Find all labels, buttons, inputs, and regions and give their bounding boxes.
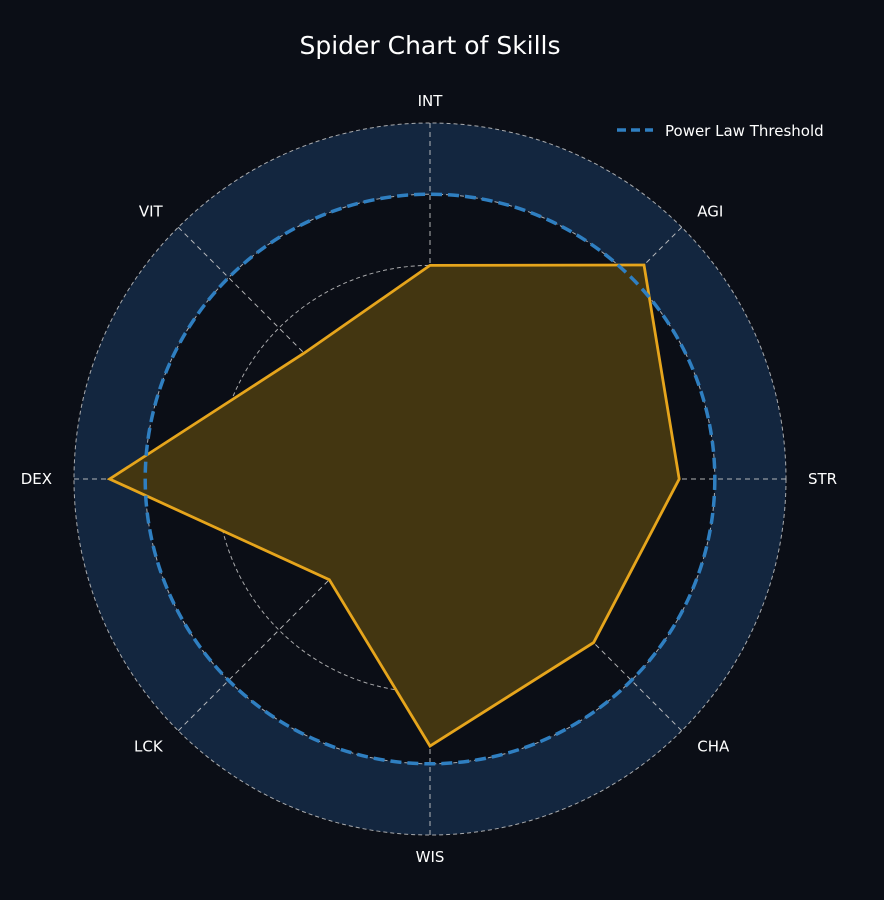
legend: Power Law Threshold [617, 122, 824, 140]
chart-title: Spider Chart of Skills [299, 31, 560, 60]
axis-label-vit: VIT [139, 203, 164, 221]
axis-label-dex: DEX [21, 470, 52, 488]
axis-label-wis: WIS [416, 848, 445, 866]
axis-label-agi: AGI [697, 203, 723, 221]
axis-label-int: INT [418, 92, 444, 110]
axis-label-cha: CHA [697, 737, 730, 755]
axis-labels: STR AGI INT VIT DEX LCK WIS CHA [21, 92, 837, 866]
axis-label-str: STR [808, 470, 837, 488]
axis-label-lck: LCK [134, 737, 164, 755]
threshold-circle [143, 192, 717, 766]
series-polygon [106, 263, 681, 748]
legend-label-threshold: Power Law Threshold [665, 122, 824, 140]
